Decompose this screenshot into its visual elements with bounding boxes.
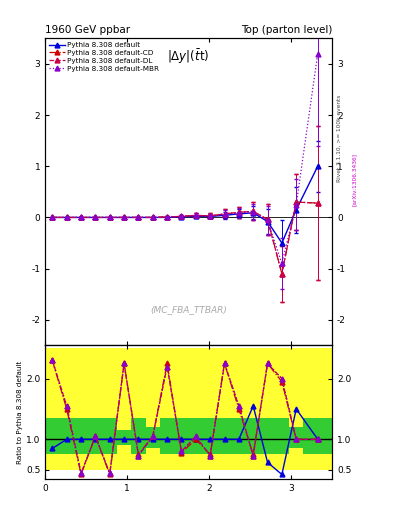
Text: $|\Delta y|(\bar{t}\mathrm{t})$: $|\Delta y|(\bar{t}\mathrm{t})$ [167,48,210,66]
Legend: Pythia 8.308 default, Pythia 8.308 default-CD, Pythia 8.308 default-DL, Pythia 8: Pythia 8.308 default, Pythia 8.308 defau… [48,40,160,73]
Text: Rivet 3.1.10, >= 100k events: Rivet 3.1.10, >= 100k events [337,95,342,182]
Text: [arXiv:1306.3436]: [arXiv:1306.3436] [352,153,357,206]
Text: 1960 GeV ppbar: 1960 GeV ppbar [45,25,130,35]
Y-axis label: Ratio to Pythia 8.308 default: Ratio to Pythia 8.308 default [17,360,23,464]
Text: (MC_FBA_TTBAR): (MC_FBA_TTBAR) [150,306,227,314]
Text: Top (parton level): Top (parton level) [241,25,332,35]
